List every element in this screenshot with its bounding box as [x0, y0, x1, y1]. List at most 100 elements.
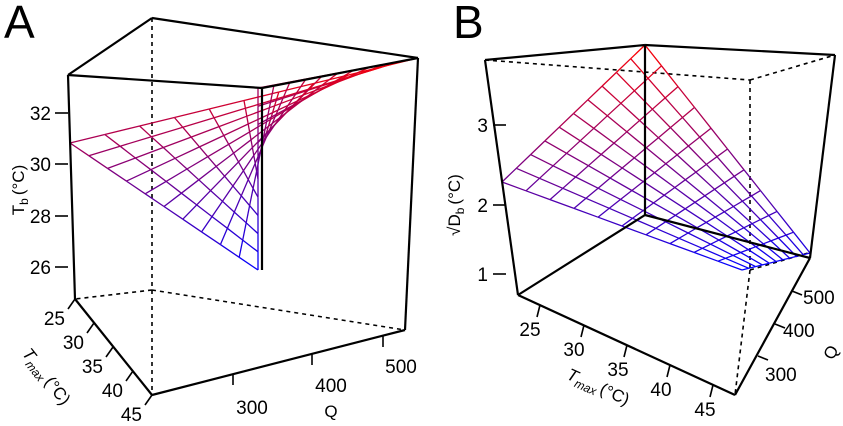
mesh-line [762, 262, 770, 266]
mesh-line [705, 221, 728, 237]
mesh-line [593, 127, 615, 144]
mesh-line [621, 217, 633, 227]
mesh-line [782, 257, 790, 261]
mesh-line [706, 156, 718, 165]
panel-a-letter: A [4, 0, 35, 48]
q-tick [757, 355, 769, 361]
mesh-line [585, 197, 610, 209]
mesh-line [615, 71, 635, 92]
mesh-line [724, 175, 735, 184]
mesh-line [182, 126, 192, 138]
mesh-line [227, 227, 244, 241]
mesh-line [182, 117, 215, 128]
mesh-line [198, 165, 217, 181]
mesh-line [530, 154, 554, 167]
mesh-line [181, 192, 198, 206]
mesh-line [702, 243, 711, 249]
mesh-line [215, 165, 226, 177]
mesh-line [174, 146, 200, 159]
mesh-line [516, 167, 540, 179]
z-axis-title: Tb(°C) [9, 165, 31, 215]
mesh-line [751, 195, 770, 216]
mesh-line [718, 239, 741, 254]
mesh-line [119, 136, 152, 147]
tmax-tick-label: 35 [607, 360, 628, 381]
mesh-line [274, 94, 303, 107]
mesh-line [332, 77, 346, 84]
mesh-line [284, 93, 297, 110]
mesh-line [763, 240, 772, 245]
mesh-line [186, 156, 209, 170]
mesh-line [266, 102, 272, 120]
mesh-line [104, 133, 121, 147]
mesh-line [687, 232, 711, 245]
mesh-line [768, 215, 787, 236]
mesh-line [593, 115, 608, 129]
mesh-line [654, 163, 667, 174]
mesh-line [69, 133, 105, 144]
mesh-line [307, 75, 323, 91]
mesh-line [573, 197, 587, 209]
mesh-line [218, 115, 248, 128]
mesh-line [238, 239, 244, 258]
mesh-line [282, 93, 296, 99]
z-tick-label: 26 [30, 258, 51, 279]
mesh-line [269, 112, 274, 120]
mesh-line [687, 136, 701, 147]
mesh-line [717, 257, 726, 262]
tmax-tick-label: 45 [694, 400, 715, 421]
mesh-line [642, 181, 665, 196]
box-hidden-edge [749, 54, 836, 81]
mesh-line [224, 161, 239, 177]
mesh-line [248, 131, 252, 140]
mesh-line [651, 97, 666, 110]
mesh-line [249, 205, 259, 216]
mesh-line [723, 205, 734, 213]
tmax-tick [666, 364, 671, 378]
mesh-line [302, 94, 313, 101]
mesh-line [694, 195, 706, 203]
mesh-line [271, 105, 276, 113]
z-tick-label: 32 [30, 104, 51, 125]
mesh-line [684, 201, 696, 210]
mesh-line [245, 222, 259, 235]
q-axis-title: Q [820, 342, 843, 363]
mesh-line [732, 251, 741, 257]
q-axis-title: Q [324, 402, 337, 421]
mesh-line [320, 72, 339, 87]
mesh-line [631, 189, 654, 204]
mesh-line [647, 65, 662, 79]
tmax-axis-title: Tmax(°C) [16, 345, 74, 411]
mesh-line [252, 171, 258, 189]
mesh-line [284, 104, 295, 111]
mesh-line [201, 216, 213, 233]
mesh-line [760, 214, 769, 221]
mesh-line [242, 222, 247, 241]
mesh-line [665, 163, 686, 181]
mesh-line [247, 179, 254, 189]
mesh-line [544, 140, 567, 154]
mesh-line [621, 157, 635, 169]
mesh-line [588, 165, 611, 179]
mesh-line [674, 186, 696, 203]
mesh-line [751, 219, 761, 225]
mesh-line [190, 125, 220, 138]
mesh-line [660, 65, 679, 88]
mesh-line [657, 127, 671, 139]
mesh-line [601, 85, 622, 104]
mesh-line [687, 145, 707, 165]
mesh-line [139, 116, 175, 127]
mesh-line [295, 78, 307, 95]
tmax-tick-label: 25 [519, 320, 540, 341]
mesh-line [710, 239, 720, 245]
mesh-line [295, 89, 309, 95]
mesh-line [228, 131, 250, 145]
mesh-line [232, 170, 244, 187]
mesh-line [601, 71, 617, 87]
box-edge [734, 257, 811, 396]
mesh-line [789, 255, 797, 259]
mesh-line [573, 99, 589, 114]
mesh-line [613, 142, 635, 159]
mesh-line [562, 176, 577, 189]
mesh-line [600, 153, 623, 169]
